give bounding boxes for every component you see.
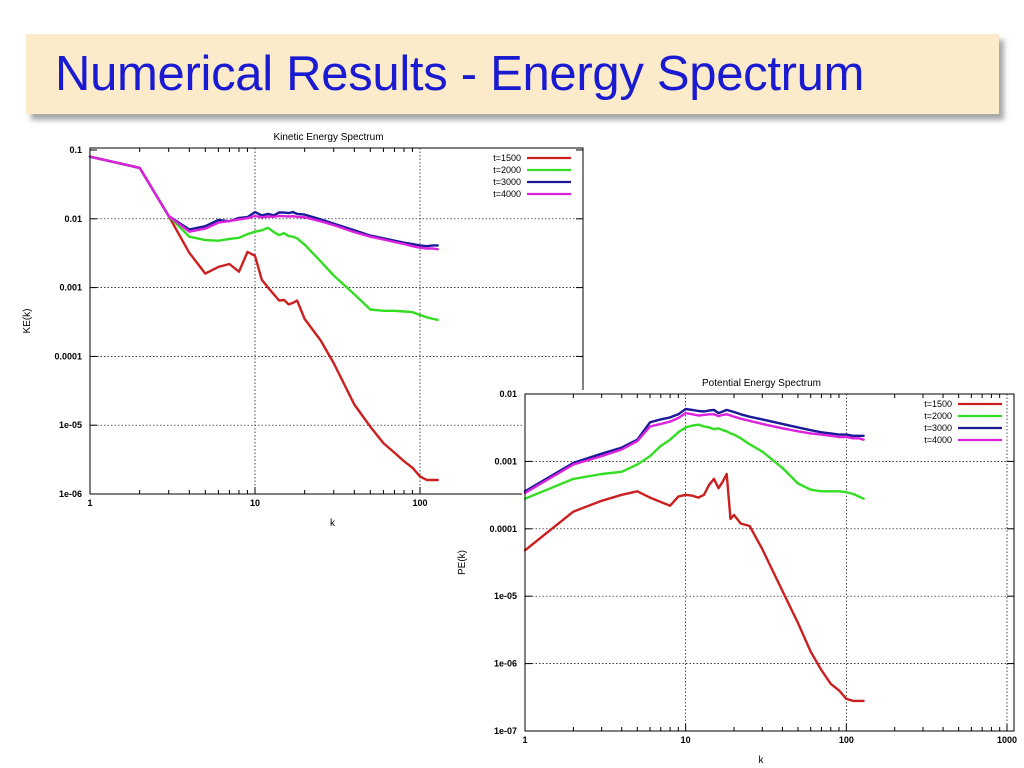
series-line-t-2000	[88, 155, 439, 321]
y-tick-label: 1e-07	[494, 726, 517, 736]
y-tick-label: 1e-05	[494, 591, 517, 601]
x-tick-label: 100	[839, 735, 854, 745]
legend-label: t=3000	[924, 423, 952, 433]
y-tick-label: 1e-05	[59, 420, 82, 430]
x-tick-label: 1	[522, 735, 527, 745]
plot-frame	[524, 393, 1015, 732]
series-line-t-4000	[88, 155, 439, 251]
legend-label: t=1500	[493, 153, 521, 163]
slide-title-banner: Numerical Results - Energy Spectrum	[26, 34, 999, 114]
x-axis-title: k	[759, 755, 765, 766]
legend-label: t=1500	[924, 399, 952, 409]
slide-title: Numerical Results - Energy Spectrum	[55, 47, 865, 101]
x-tick-label: 10	[250, 498, 260, 508]
y-axis-title: KE(k)	[22, 309, 33, 334]
panel-background	[87, 144, 586, 498]
legend-label: t=3000	[493, 177, 521, 187]
x-axis-title: k	[330, 518, 336, 529]
y-tick-label: 0.001	[494, 456, 517, 466]
x-tick-label: 1000	[997, 735, 1017, 745]
y-tick-label: 0.1	[69, 145, 82, 155]
y-tick-label: 1e-06	[494, 659, 517, 669]
series-line-t-3000	[88, 155, 439, 248]
legend-label: t=4000	[493, 189, 521, 199]
potential-energy-chart: Potential Energy Spectrum 1 10 100 1000 1e-07…	[457, 378, 1017, 766]
y-tick-label: 0.01	[64, 214, 82, 224]
legend-label: t=2000	[924, 411, 952, 421]
legend-label: t=2000	[493, 165, 521, 175]
x-tick-label: 10	[681, 735, 691, 745]
kinetic-energy-chart: Kinetic Energy Spectrum 1 10 100 1e-06 1e-05 0…	[22, 132, 586, 529]
series-line-t-3000	[523, 407, 865, 493]
series-line-t-2000	[523, 423, 865, 500]
series-line-t-1500	[88, 155, 439, 482]
chart-title: Kinetic Energy Spectrum	[273, 132, 383, 143]
series-line-t-4000	[523, 411, 865, 495]
y-tick-label: 0.0001	[54, 351, 82, 361]
y-axis-title: PE(k)	[457, 550, 468, 575]
x-tick-label: 1	[87, 498, 92, 508]
plot-frame	[89, 147, 584, 495]
legend-label: t=4000	[924, 435, 952, 445]
chart-title: Potential Energy Spectrum	[702, 378, 821, 389]
y-tick-label: 0.01	[499, 389, 517, 399]
x-tick-label: 100	[412, 498, 427, 508]
y-tick-label: 0.0001	[489, 524, 517, 534]
y-tick-label: 0.001	[59, 283, 82, 293]
y-tick-label: 1e-06	[59, 489, 82, 499]
series-line-t-1500	[523, 472, 865, 703]
